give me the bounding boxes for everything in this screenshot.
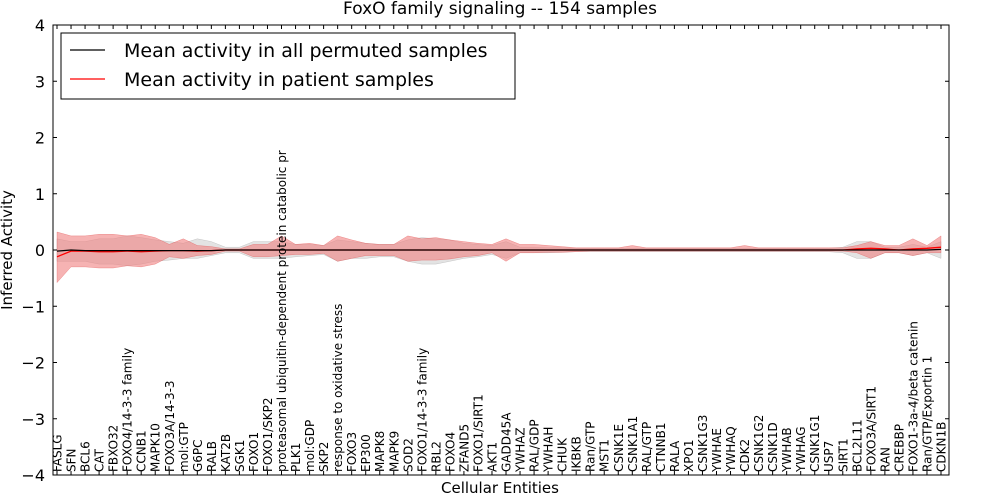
- y-axis-label: Inferred Activity: [0, 190, 16, 310]
- x-tick-label: KAT2B: [219, 434, 233, 472]
- x-tick-label: RAL/GTP: [640, 422, 654, 472]
- x-tick-label: CDKN1B: [935, 422, 949, 472]
- series-line-permuted: [56, 248, 942, 252]
- x-tick-label: YWHAE: [710, 428, 724, 473]
- x-tick-label: RAL/GDP: [528, 419, 542, 472]
- x-tick-label: MAPK10: [149, 423, 163, 472]
- legend: Mean activity in all permuted samples Me…: [60, 32, 516, 100]
- x-tick-label: YWHAB: [780, 427, 794, 473]
- y-tick-label: 2: [35, 129, 45, 148]
- y-tick-label: 3: [35, 72, 45, 91]
- x-tick-label: FOXO1-3a-4/beta catenin: [906, 321, 920, 472]
- x-tick-label: CSNK1E: [612, 424, 626, 472]
- y-tick-label: −2: [21, 354, 45, 373]
- x-tick-label: SIRT1: [836, 438, 850, 472]
- x-tick-label: PLK1: [289, 443, 303, 472]
- x-tick-label: RALA: [668, 440, 682, 472]
- x-tick-label: AKT1: [486, 442, 500, 472]
- x-tick-label: YWHAZ: [514, 427, 528, 473]
- x-tick-label: SFN: [65, 449, 79, 473]
- x-tick-label: mol:GTP: [177, 422, 191, 472]
- x-tick-label: CAT: [93, 448, 107, 472]
- x-tick-label: EP300: [359, 434, 373, 472]
- x-tick-label: MAPK8: [373, 431, 387, 472]
- chart-title: FoxO family signaling -- 154 samples: [343, 0, 657, 19]
- x-tick-label: FOXO3: [345, 432, 359, 472]
- x-tick-label: RAN: [878, 447, 892, 472]
- x-tick-label: FOXO1/SIRT1: [472, 394, 486, 472]
- legend-entry-patient: Mean activity in patient samples: [124, 69, 434, 91]
- x-tick-label: SOD2: [401, 438, 415, 472]
- band-patient: [56, 231, 942, 284]
- x-tick-label: FOXO3A/14-3-3: [163, 380, 177, 472]
- x-tick-label: FASLG: [51, 434, 65, 472]
- y-tick-label: 1: [35, 185, 45, 204]
- x-tick-label: RBL2: [429, 441, 443, 472]
- x-tick-label: FBXO32: [107, 425, 121, 472]
- x-tick-label: mol:GDP: [303, 420, 317, 472]
- x-tick-label: Ran/GTP/Exportin 1: [921, 356, 935, 472]
- x-axis-label: Cellular Entities: [441, 479, 559, 497]
- legend-entry-permuted: Mean activity in all permuted samples: [124, 40, 487, 62]
- x-tick-label: BCL6: [79, 441, 93, 472]
- x-tick-label: CTNNB1: [654, 422, 668, 472]
- x-tick-label: FOXO1/14-3-3 family: [415, 348, 429, 472]
- y-tick-label: −3: [21, 410, 45, 429]
- x-tick-label: MAPK9: [387, 431, 401, 472]
- x-tick-label: FOXO1/SKP2: [261, 397, 275, 472]
- y-tick-label: −4: [21, 466, 45, 485]
- x-tick-label: BCL2L11: [850, 419, 864, 472]
- y-tick-label: −1: [21, 297, 45, 316]
- x-tick-label: CSNK1G3: [696, 415, 710, 472]
- x-tick-label: CSNK1G2: [752, 415, 766, 472]
- x-tick-label: YWHAQ: [724, 426, 738, 473]
- legend-box: [60, 32, 516, 100]
- y-tick-label: 0: [35, 241, 45, 260]
- x-tick-label: FOXO4/14-3-3 family: [121, 348, 135, 472]
- x-tick-label: FOXO1: [247, 432, 261, 472]
- x-tick-label: response to oxidative stress: [331, 304, 345, 472]
- x-tick-label: CCNB1: [135, 430, 149, 472]
- x-tick-label: G6PC: [191, 439, 205, 472]
- x-tick-label: RALB: [205, 441, 219, 472]
- x-tick-label: YWHAG: [794, 426, 808, 473]
- x-tick-label: YWHAH: [542, 427, 556, 473]
- x-tick-label: CSNK1G1: [808, 415, 822, 472]
- x-tick-label: CSNK1A1: [626, 416, 640, 472]
- x-tick-label: IKBKB: [570, 436, 584, 472]
- y-tick-label: 4: [35, 16, 45, 35]
- x-tick-label: SKP2: [317, 442, 331, 472]
- x-tick-label: FOXO4: [443, 432, 457, 472]
- x-tick-label: CDK2: [738, 439, 752, 472]
- x-tick-label: CSNK1D: [766, 422, 780, 472]
- x-tick-label: proteasomal ubiquitin-dependent protein …: [275, 150, 289, 472]
- x-tick-label: Ran/GTP: [584, 421, 598, 472]
- x-tick-label: FOXO3A/SIRT1: [864, 386, 878, 472]
- x-tick-label: CHUK: [556, 437, 570, 472]
- x-tick-label: GADD45A: [500, 412, 514, 472]
- x-tick-label: CREBBP: [892, 424, 906, 472]
- x-tick-label: USP7: [822, 441, 836, 472]
- x-tick-label: XPO1: [682, 439, 696, 472]
- x-tick-label: ZFAND5: [457, 424, 471, 472]
- x-tick-label: MST1: [598, 439, 612, 472]
- x-tick-label: SGK1: [233, 440, 247, 472]
